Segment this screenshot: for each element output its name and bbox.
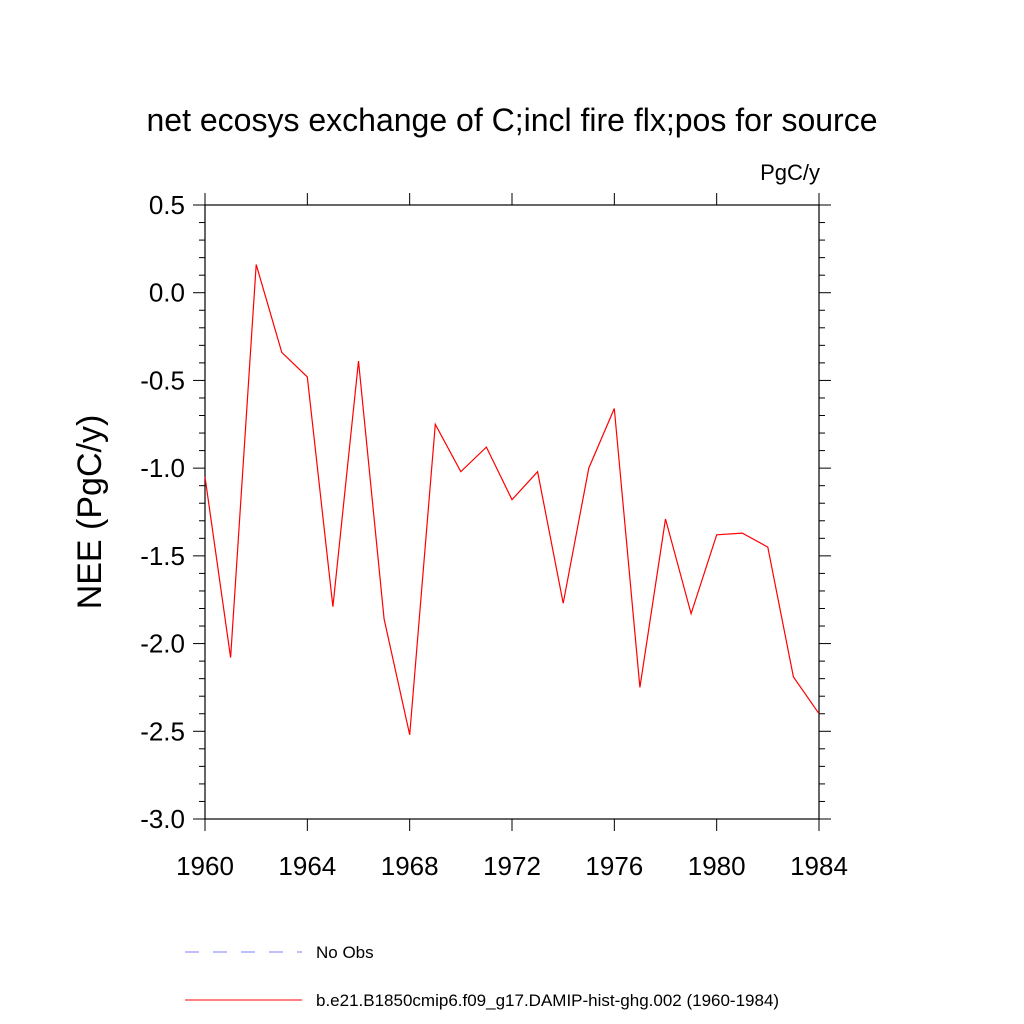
x-tick-labels: 1960 1964 1968 1972 1976 1980 1984 bbox=[176, 851, 848, 881]
series-line bbox=[204, 264, 820, 735]
x-tick-label: 1972 bbox=[483, 851, 541, 881]
plot-frame bbox=[204, 204, 820, 820]
legend: No Obs b.e21.B1850cmip6.f09_g17.DAMIP-hi… bbox=[185, 943, 779, 1010]
x-tick-label: 1968 bbox=[381, 851, 439, 881]
axis-ticks bbox=[193, 193, 831, 831]
x-tick-label: 1964 bbox=[278, 851, 336, 881]
units-label: PgC/y bbox=[760, 160, 820, 185]
x-tick-label: 1960 bbox=[176, 851, 234, 881]
y-tick-label: -3.0 bbox=[140, 804, 185, 834]
y-tick-labels: 0.5 0.0 -0.5 -1.0 -1.5 -2.0 -2.5 -3.0 bbox=[140, 190, 185, 834]
y-tick-label: -2.0 bbox=[140, 629, 185, 659]
y-tick-label: -0.5 bbox=[140, 365, 185, 395]
x-tick-label: 1980 bbox=[688, 851, 746, 881]
chart-title: net ecosys exchange of C;incl fire flx;p… bbox=[146, 102, 877, 138]
y-tick-label: -2.5 bbox=[140, 716, 185, 746]
legend-label-series: b.e21.B1850cmip6.f09_g17.DAMIP-hist-ghg.… bbox=[316, 991, 779, 1010]
x-tick-label: 1976 bbox=[585, 851, 643, 881]
legend-label-no-obs: No Obs bbox=[316, 943, 374, 962]
x-tick-label: 1984 bbox=[790, 851, 848, 881]
series-group bbox=[204, 264, 820, 735]
y-tick-label: -1.5 bbox=[140, 541, 185, 571]
y-axis-label: NEE (PgC/y) bbox=[71, 415, 109, 610]
y-tick-label: 0.5 bbox=[149, 190, 185, 220]
y-tick-label: 0.0 bbox=[149, 278, 185, 308]
y-tick-label: -1.0 bbox=[140, 453, 185, 483]
